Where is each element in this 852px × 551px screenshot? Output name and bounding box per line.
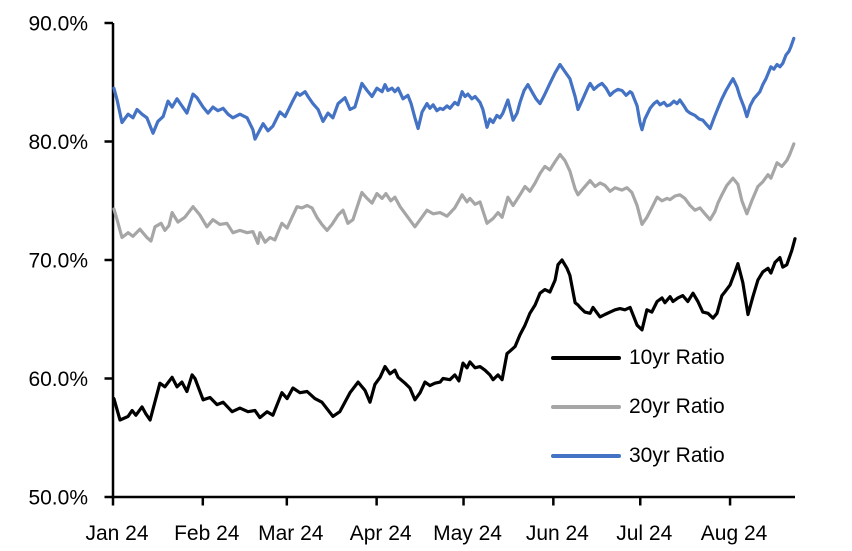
legend: 10yr Ratio 20yr Ratio 30yr Ratio [551, 344, 725, 491]
legend-item-30yr-ratio: 30yr Ratio [551, 442, 725, 470]
x-axis-label: Mar 24 [258, 522, 324, 545]
y-axis-label: 90.0% [28, 13, 88, 36]
legend-line-swatch-20yr-ratio [551, 405, 621, 409]
x-axis-label: Jan 24 [85, 522, 148, 545]
x-axis-label: Apr 24 [350, 522, 412, 545]
x-axis-label: Jul 24 [616, 522, 672, 545]
legend-line-swatch-10yr-ratio [551, 356, 621, 360]
legend-item-20yr-ratio: 20yr Ratio [551, 393, 725, 421]
legend-line-swatch-30yr-ratio [551, 454, 621, 458]
series-line-20yr-ratio [112, 142, 796, 245]
y-axis-label: 60.0% [28, 368, 88, 391]
x-axis-label: Jun 24 [526, 522, 589, 545]
legend-label: 30yr Ratio [629, 444, 725, 467]
y-axis-label: 80.0% [28, 131, 88, 154]
series-line-30yr-ratio [112, 36, 796, 141]
x-axis-label: May 24 [433, 522, 502, 545]
x-axis-label: Feb 24 [174, 522, 240, 545]
legend-label: 20yr Ratio [629, 395, 725, 418]
series-line-10yr-ratio [112, 237, 797, 422]
legend-item-10yr-ratio: 10yr Ratio [551, 344, 725, 372]
y-axis-label: 50.0% [28, 487, 88, 510]
y-axis-label: 70.0% [28, 250, 88, 273]
x-axis-label: Aug 24 [701, 522, 768, 545]
legend-label: 10yr Ratio [629, 346, 725, 369]
